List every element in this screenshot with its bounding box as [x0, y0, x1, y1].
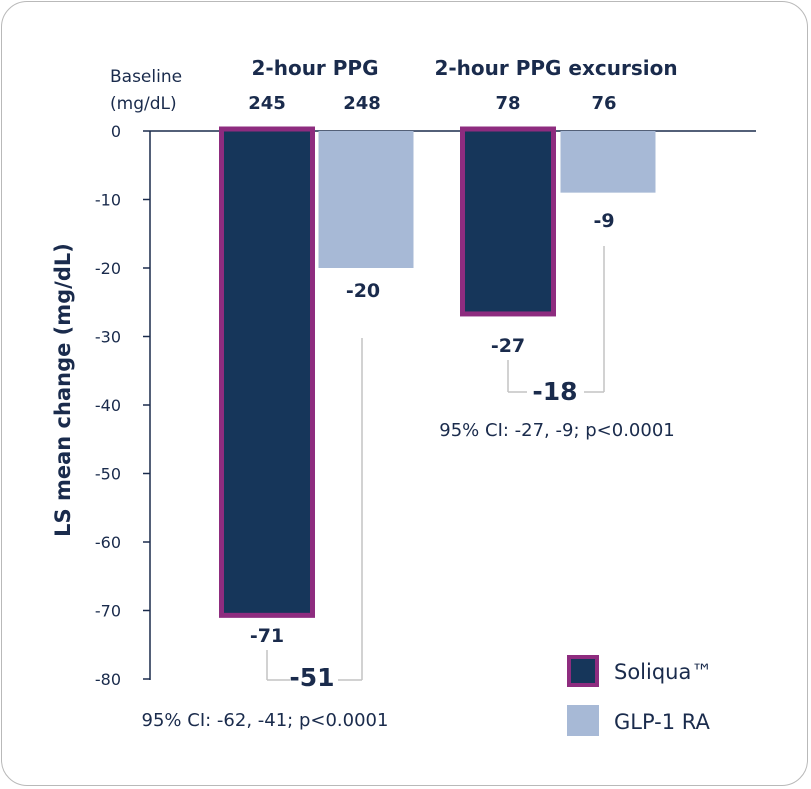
y-tick-label: 0 — [111, 122, 121, 141]
bar-value-label: -9 — [593, 210, 614, 232]
y-tick-label: -80 — [95, 670, 121, 689]
baseline-value: 245 — [248, 93, 286, 114]
y-tick-label: -40 — [95, 396, 121, 415]
legend: Soliqua™ GLP-1 RA — [567, 655, 712, 736]
baseline-unit-label: (mg/dL) — [110, 94, 177, 114]
y-axis-title: LS mean change (mg/dL) — [51, 243, 75, 537]
baseline-label: Baseline — [110, 67, 182, 87]
legend-label-soliqua: Soliqua™ — [614, 660, 712, 684]
bar-glp1 — [560, 131, 656, 193]
bar-value-label: -71 — [250, 625, 284, 647]
legend-label-glp1: GLP-1 RA — [614, 710, 711, 734]
legend-swatch-soliqua — [567, 655, 599, 687]
y-tick-label: -20 — [95, 259, 121, 278]
y-tick-label: -30 — [95, 328, 121, 347]
bar-value-label: -20 — [346, 280, 380, 302]
bar-value-label: -27 — [491, 335, 525, 357]
group-title-ppg: 2-hour PPG — [252, 56, 379, 80]
difference-label: -18 — [532, 377, 577, 406]
group-title-excursion: 2-hour PPG excursion — [434, 56, 677, 80]
baseline-value: 78 — [495, 93, 520, 114]
ci-text: 95% CI: -62, -41; p<0.0001 — [142, 710, 389, 731]
baseline-value: 248 — [343, 93, 381, 114]
legend-swatch-glp1 — [567, 705, 599, 736]
y-tick-label: -70 — [95, 602, 121, 621]
bar-soliqua — [219, 126, 315, 618]
bar-glp1 — [318, 131, 414, 268]
y-tick-label: -60 — [95, 533, 121, 552]
bar-soliqua — [460, 126, 556, 317]
y-tick-label: -10 — [95, 191, 121, 210]
baseline-value: 76 — [591, 93, 616, 114]
ci-text: 95% CI: -27, -9; p<0.0001 — [439, 420, 674, 441]
y-tick-label: -50 — [95, 465, 121, 484]
difference-label: -51 — [289, 663, 334, 692]
